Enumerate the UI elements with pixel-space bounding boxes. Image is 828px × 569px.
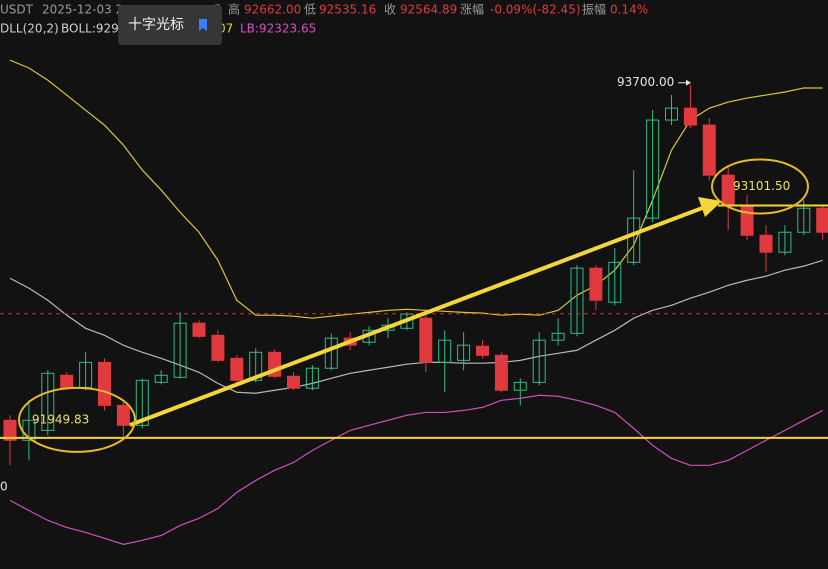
candle-body — [305, 367, 319, 389]
highlight-ellipse — [711, 158, 809, 215]
candle-body — [551, 332, 565, 341]
candle-body — [3, 419, 17, 441]
boll-text: LB:92323.65 — [240, 22, 316, 36]
stat-value: 92564.89 — [400, 3, 457, 17]
candle-body — [608, 261, 622, 303]
symbol: USDT — [0, 3, 34, 17]
candle-body — [154, 374, 168, 383]
boll-line — [9, 259, 823, 394]
candle-body — [494, 354, 508, 391]
stat-label: 振幅 — [582, 2, 606, 17]
corner-label: 0 — [0, 480, 8, 494]
stat-value: 92535.16 — [319, 3, 376, 17]
candle-body — [135, 379, 149, 426]
candle-body — [797, 207, 811, 233]
plot — [3, 59, 828, 546]
candle-body — [570, 267, 584, 334]
candle-body — [192, 322, 206, 337]
high-pointer-head — [686, 79, 691, 86]
candle-body — [816, 207, 828, 233]
candle-body — [173, 322, 187, 378]
candle-body — [627, 217, 641, 263]
candle-body — [513, 381, 527, 391]
candle-body — [419, 317, 433, 363]
candle-body — [740, 204, 754, 236]
stat-value: 92662.00 — [244, 3, 301, 17]
high-label: 93700.00 — [617, 75, 674, 89]
annotation-label: 93101.50 — [733, 179, 790, 193]
candle-body — [476, 345, 489, 356]
candle-body — [41, 372, 55, 431]
candle-body — [457, 344, 471, 361]
candle-body — [211, 334, 225, 361]
overlay: 91949.83 93101.50 93700.00 0 — [0, 75, 828, 494]
stat-value: -0.09%(-82.45) — [490, 3, 581, 17]
candle-body — [532, 339, 546, 383]
trend-arrowhead — [698, 197, 722, 217]
candle-body — [60, 374, 74, 389]
boll-line — [9, 394, 823, 546]
candle-body — [759, 234, 773, 253]
tooltip-box — [118, 5, 222, 45]
trend-arrow — [129, 205, 706, 427]
candle-body — [438, 339, 452, 363]
candle-body — [702, 124, 716, 176]
stat-value: 0.14% — [610, 3, 648, 17]
candle-body — [324, 337, 338, 369]
candle-body — [683, 107, 697, 126]
candle-body — [646, 119, 660, 219]
date: 2025-12-03 2 — [42, 3, 123, 17]
candle-body — [249, 351, 263, 381]
indicator: DLL(20,2) — [0, 22, 59, 36]
candle-body — [287, 375, 300, 389]
candle-body — [665, 107, 678, 121]
candle-body — [98, 361, 111, 406]
boll-text: BOLL:929 — [61, 22, 119, 36]
bookmark-icon — [199, 19, 207, 31]
candle-body — [230, 357, 244, 381]
highlight-ellipse — [18, 386, 136, 453]
stat-label: 高 — [228, 2, 240, 17]
annotation-label: 91949.83 — [32, 412, 89, 426]
stat-label: 收 — [384, 3, 396, 17]
tooltip-text: 十字光标 — [128, 17, 184, 33]
candle-body — [778, 231, 792, 253]
candle-body — [116, 404, 130, 426]
stat-label: 低 — [304, 3, 316, 17]
candle-body — [589, 267, 603, 301]
stat-label: 涨幅 — [460, 2, 484, 17]
